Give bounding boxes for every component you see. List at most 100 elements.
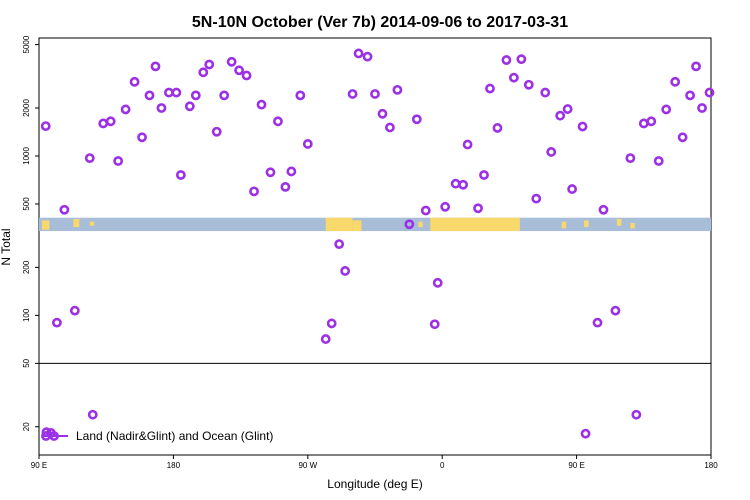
data-point — [592, 317, 603, 328]
y-tick-label: 50 — [22, 358, 31, 367]
y-axis-label: N Total — [0, 228, 13, 265]
data-point — [256, 99, 267, 110]
data-point — [704, 87, 715, 98]
data-point — [598, 204, 609, 215]
land-patch — [630, 223, 635, 229]
data-point — [440, 201, 451, 212]
data-point — [697, 103, 707, 113]
data-point — [171, 87, 182, 98]
data-point — [501, 55, 512, 65]
data-point — [377, 108, 388, 119]
x-tick-label: 180 — [704, 461, 718, 470]
data-point — [280, 181, 291, 192]
data-point — [69, 305, 80, 316]
data-point — [392, 84, 403, 95]
data-point — [516, 54, 527, 65]
data-point — [691, 61, 701, 72]
data-point — [219, 90, 230, 101]
data-point — [320, 334, 331, 344]
data-point — [353, 48, 364, 59]
data-point — [190, 90, 201, 101]
land-patch — [584, 220, 589, 228]
x-tick-label: 180 — [167, 461, 181, 470]
y-tick-label: 200 — [22, 260, 31, 274]
data-point — [129, 76, 140, 87]
data-point — [411, 114, 422, 125]
data-point — [347, 89, 358, 99]
y-tick-label: 20 — [22, 422, 31, 431]
x-tick-label: 0 — [440, 461, 445, 470]
data-point — [450, 178, 461, 189]
data-point — [523, 79, 534, 90]
plot-frame — [38, 37, 712, 456]
data-point — [211, 126, 222, 137]
data-point — [479, 170, 489, 180]
data-point — [273, 116, 283, 127]
legend-marker — [49, 431, 59, 441]
data-point — [685, 90, 695, 101]
data-point — [265, 167, 276, 178]
data-point — [492, 123, 503, 133]
ocean-band — [39, 217, 711, 232]
data-point — [546, 147, 557, 157]
data-point — [40, 121, 51, 132]
data-point — [625, 153, 636, 164]
data-point — [144, 90, 155, 101]
land-patch — [89, 221, 95, 226]
y-tick-label: 2000 — [22, 99, 31, 117]
data-point — [113, 156, 124, 166]
legend: Land (Nadir&Glint) and Ocean (Glint) — [41, 429, 273, 443]
data-point — [404, 219, 415, 230]
data-point — [59, 204, 70, 215]
x-tick-label: 90 E — [31, 461, 47, 470]
data-point — [562, 104, 573, 114]
x-axis-label: Longitude (deg E) — [327, 477, 422, 491]
land-patch — [73, 219, 80, 228]
data-point — [610, 305, 621, 316]
data-point — [156, 103, 167, 113]
data-point — [485, 83, 495, 94]
land-patch — [325, 217, 353, 232]
data-point — [580, 428, 591, 439]
data-point — [150, 61, 161, 72]
land-patch — [418, 221, 423, 228]
data-point — [226, 56, 237, 67]
land-patch — [616, 219, 622, 226]
data-point — [653, 156, 664, 166]
data-point — [677, 132, 688, 143]
land-patch — [352, 220, 362, 232]
data-point — [241, 70, 252, 81]
data-point — [567, 184, 578, 194]
land-patch — [561, 221, 567, 229]
data-point — [198, 67, 209, 78]
data-point — [385, 122, 395, 133]
data-point — [631, 409, 642, 420]
data-point — [540, 87, 551, 98]
data-point — [184, 101, 195, 112]
data-point — [432, 277, 443, 288]
data-point — [638, 118, 649, 129]
data-point — [164, 87, 174, 98]
data-point — [98, 118, 109, 129]
y-tick-label: 1000 — [22, 147, 31, 165]
data-point — [670, 76, 681, 87]
y-tick-label: 5000 — [22, 35, 31, 53]
data-point — [577, 121, 588, 132]
data-point — [120, 104, 131, 115]
data-point — [105, 116, 116, 127]
data-point — [52, 317, 62, 328]
data-point — [462, 139, 473, 150]
data-point — [87, 409, 98, 420]
data-point — [340, 266, 351, 276]
data-point — [473, 203, 483, 214]
data-point — [84, 153, 95, 164]
data-point — [429, 319, 440, 330]
data-point — [334, 239, 345, 250]
y-tick-label: 500 — [22, 197, 31, 211]
data-point — [661, 104, 672, 115]
data-point — [234, 65, 245, 76]
data-point — [204, 59, 215, 70]
data-point — [646, 116, 657, 127]
chart-title: 5N-10N October (Ver 7b) 2014-09-06 to 20… — [192, 14, 568, 31]
